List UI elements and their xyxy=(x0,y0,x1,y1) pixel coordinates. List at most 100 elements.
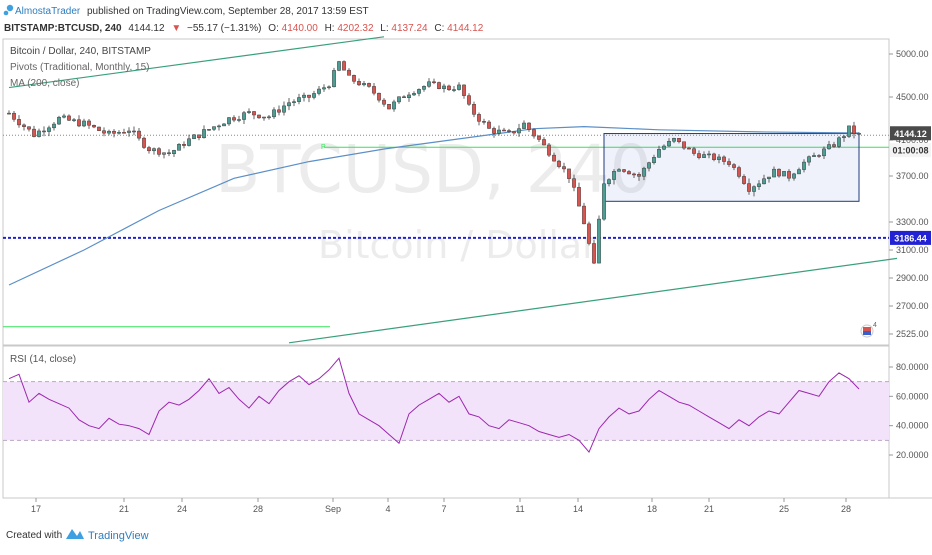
candle[interactable] xyxy=(617,169,621,172)
candle[interactable] xyxy=(107,130,111,134)
candle[interactable] xyxy=(802,161,806,170)
candle[interactable] xyxy=(267,116,271,119)
candle[interactable] xyxy=(647,162,651,169)
candle[interactable] xyxy=(177,144,181,151)
candle[interactable] xyxy=(427,81,431,87)
candle[interactable] xyxy=(552,154,556,162)
candle[interactable] xyxy=(172,150,176,155)
candle[interactable] xyxy=(342,61,346,71)
candle[interactable] xyxy=(32,128,36,137)
candle[interactable] xyxy=(772,168,776,178)
candle[interactable] xyxy=(302,94,306,98)
candle[interactable] xyxy=(782,171,786,177)
candle[interactable] xyxy=(822,148,826,157)
candle[interactable] xyxy=(397,96,401,103)
candle[interactable] xyxy=(472,104,476,115)
candle[interactable] xyxy=(632,173,636,176)
candle[interactable] xyxy=(767,176,771,180)
candle[interactable] xyxy=(542,139,546,146)
candle[interactable] xyxy=(657,148,661,158)
candle[interactable] xyxy=(352,75,356,82)
candle[interactable] xyxy=(757,183,761,187)
candle[interactable] xyxy=(92,125,96,128)
candle[interactable] xyxy=(237,119,241,121)
candle[interactable] xyxy=(137,130,141,139)
candle[interactable] xyxy=(452,89,456,91)
candle[interactable] xyxy=(62,115,66,118)
candle[interactable] xyxy=(577,187,581,207)
pivots-legend[interactable]: Pivots (Traditional, Monthly, 15) xyxy=(10,62,150,73)
candle[interactable] xyxy=(442,85,446,89)
candle[interactable] xyxy=(557,160,561,167)
candle[interactable] xyxy=(112,130,116,134)
candle[interactable] xyxy=(812,155,816,157)
candle[interactable] xyxy=(612,171,616,180)
candle[interactable] xyxy=(387,104,391,110)
candle[interactable] xyxy=(697,153,701,158)
candle[interactable] xyxy=(132,130,136,133)
candle[interactable] xyxy=(222,123,226,127)
candle[interactable] xyxy=(517,128,521,134)
candle[interactable] xyxy=(287,102,291,107)
candle[interactable] xyxy=(97,126,101,131)
candle[interactable] xyxy=(667,140,671,147)
candle[interactable] xyxy=(217,125,221,128)
candle[interactable] xyxy=(212,126,216,130)
candle[interactable] xyxy=(87,120,91,126)
candle[interactable] xyxy=(422,86,426,90)
candle[interactable] xyxy=(837,137,841,147)
candle[interactable] xyxy=(322,87,326,90)
ma-legend[interactable]: MA (200, close) xyxy=(10,78,79,89)
candle[interactable] xyxy=(687,147,691,150)
candle[interactable] xyxy=(167,152,171,155)
candle[interactable] xyxy=(67,115,71,121)
candle[interactable] xyxy=(622,169,626,172)
candle[interactable] xyxy=(852,125,856,134)
candle[interactable] xyxy=(57,116,61,125)
candle[interactable] xyxy=(372,86,376,94)
candle[interactable] xyxy=(367,83,371,87)
candle[interactable] xyxy=(672,138,676,142)
candle[interactable] xyxy=(52,123,56,129)
candle[interactable] xyxy=(197,134,201,139)
candle[interactable] xyxy=(22,124,26,127)
candle[interactable] xyxy=(82,120,86,127)
candle[interactable] xyxy=(462,84,466,96)
candle[interactable] xyxy=(562,166,566,170)
candle[interactable] xyxy=(307,94,311,98)
candle[interactable] xyxy=(232,117,236,121)
candle[interactable] xyxy=(572,178,576,188)
candle[interactable] xyxy=(477,114,481,122)
candle[interactable] xyxy=(332,70,336,88)
candle[interactable] xyxy=(747,183,751,192)
candle[interactable] xyxy=(317,88,321,94)
lower-trendline[interactable] xyxy=(288,257,898,344)
candle[interactable] xyxy=(247,111,251,113)
candle[interactable] xyxy=(162,152,166,155)
candle[interactable] xyxy=(292,101,296,103)
footer-brand-link[interactable]: TradingView xyxy=(88,530,149,542)
candle[interactable] xyxy=(412,93,416,96)
candle[interactable] xyxy=(357,81,361,86)
candle[interactable] xyxy=(327,86,331,89)
candle[interactable] xyxy=(147,147,151,152)
candle[interactable] xyxy=(377,92,381,101)
candle[interactable] xyxy=(72,119,76,121)
candle[interactable] xyxy=(432,81,436,84)
candle[interactable] xyxy=(312,93,316,98)
candle[interactable] xyxy=(17,119,21,126)
candle[interactable] xyxy=(272,109,276,118)
candle[interactable] xyxy=(607,179,611,185)
candle[interactable] xyxy=(277,109,281,113)
candle[interactable] xyxy=(122,132,126,134)
candle[interactable] xyxy=(152,148,156,152)
candle[interactable] xyxy=(252,111,256,116)
candle[interactable] xyxy=(102,130,106,134)
candle[interactable] xyxy=(827,144,831,150)
range-rectangle[interactable] xyxy=(603,133,860,202)
candle[interactable] xyxy=(157,148,161,155)
candle[interactable] xyxy=(717,156,721,160)
candle[interactable] xyxy=(797,169,801,175)
candle[interactable] xyxy=(227,117,231,125)
candle[interactable] xyxy=(202,129,206,139)
